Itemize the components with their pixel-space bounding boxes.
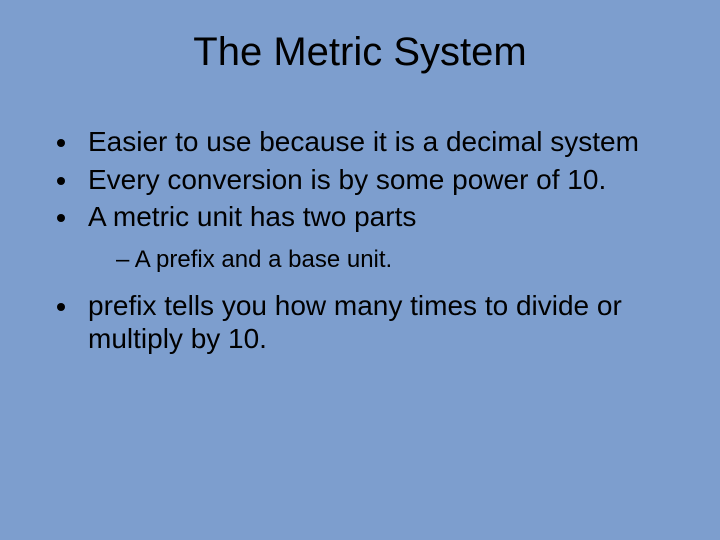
bullet-item: Easier to use because it is a decimal sy… (80, 125, 680, 159)
slide-title: The Metric System (40, 30, 680, 75)
bullet-item: Every conversion is by some power of 10. (80, 163, 680, 197)
bullet-text: Easier to use because it is a decimal sy… (88, 126, 639, 157)
sub-bullet-list: A prefix and a base unit. (88, 246, 680, 275)
bullet-list: Easier to use because it is a decimal sy… (40, 125, 680, 356)
bullet-item: prefix tells you how many times to divid… (80, 289, 680, 356)
bullet-text: A metric unit has two parts (88, 201, 416, 232)
bullet-item: A metric unit has two parts A prefix and… (80, 200, 680, 274)
sub-bullet-text: A prefix and a base unit. (135, 246, 393, 273)
bullet-text: prefix tells you how many times to divid… (88, 290, 622, 355)
sub-bullet-item: A prefix and a base unit. (116, 246, 680, 275)
bullet-text: Every conversion is by some power of 10. (88, 164, 606, 195)
slide: The Metric System Easier to use because … (0, 0, 720, 540)
